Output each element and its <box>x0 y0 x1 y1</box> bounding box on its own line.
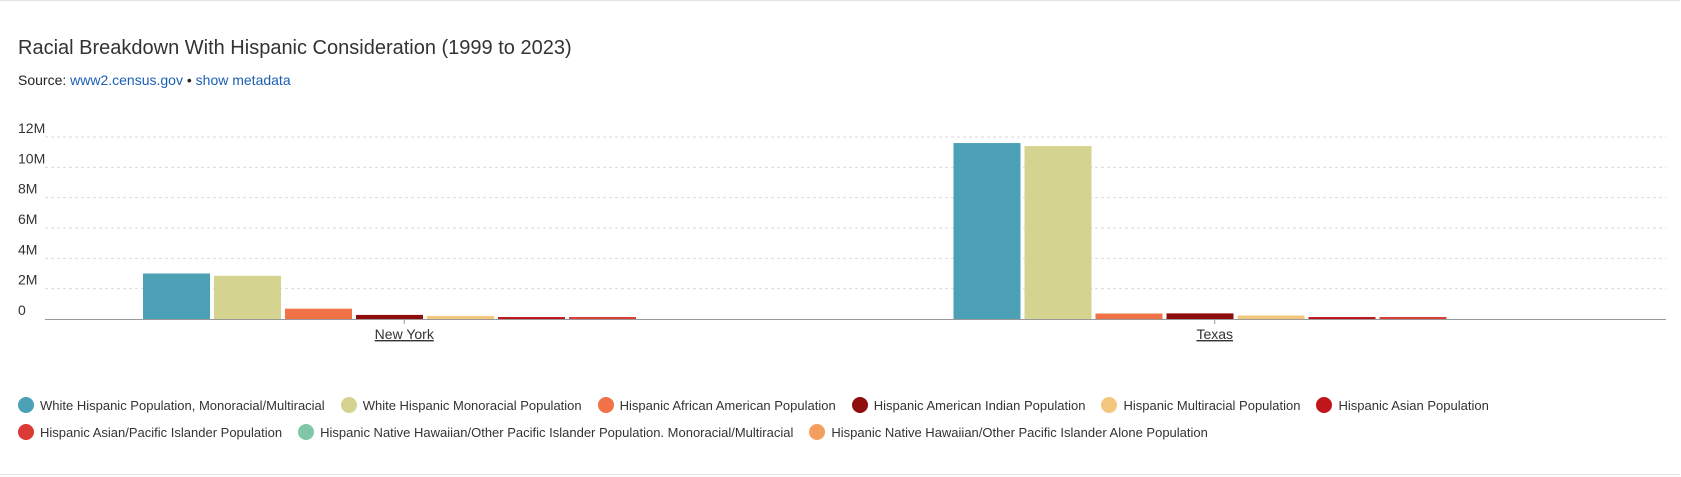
legend-label: Hispanic Native Hawaiian/Other Pacific I… <box>320 424 794 440</box>
legend-swatch <box>18 397 34 413</box>
source-label: Source: <box>18 72 67 88</box>
legend-swatch <box>809 424 826 440</box>
bar-texas-5[interactable] <box>1308 317 1376 319</box>
x-tick-label[interactable]: New York <box>375 326 435 342</box>
legend-item[interactable]: Hispanic Native Hawaiian/Other Pacific I… <box>298 423 793 441</box>
bar-new-york-6[interactable] <box>569 317 636 319</box>
legend-swatch <box>1101 397 1118 413</box>
legend-swatch <box>18 424 34 440</box>
legend-item[interactable]: White Hispanic Population, Monoracial/Mu… <box>18 396 325 414</box>
bar-new-york-3[interactable] <box>356 314 423 319</box>
chart-legend: White Hispanic Population, Monoracial/Mu… <box>18 396 1658 441</box>
legend-swatch <box>298 424 315 440</box>
legend-label: Hispanic Asian/Pacific Islander Populati… <box>40 424 283 440</box>
bar-texas-3[interactable] <box>1166 313 1234 319</box>
chart-title: Racial Breakdown With Hispanic Considera… <box>18 37 572 59</box>
bar-new-york-1[interactable] <box>214 275 281 319</box>
legend-swatch <box>340 397 357 413</box>
y-tick-label: 2M <box>18 272 37 288</box>
y-tick-label: 10M <box>18 150 45 166</box>
bar-texas-6[interactable] <box>1379 317 1447 319</box>
legend-swatch <box>1316 397 1333 413</box>
legend-label: White Hispanic Population, Monoracial/Mu… <box>40 397 325 413</box>
bar-chart: 0 2M 4M 6M 8M 10M 12M New York Texas <box>18 120 1666 342</box>
show-metadata-link[interactable]: show metadata <box>195 72 291 88</box>
legend-item[interactable]: Hispanic Native Hawaiian/Other Pacific I… <box>809 423 1208 441</box>
legend-item[interactable]: Hispanic Asian/Pacific Islander Populati… <box>18 423 282 441</box>
legend-item[interactable]: Hispanic African American Population <box>597 396 836 414</box>
bar-texas-4[interactable] <box>1237 315 1305 319</box>
x-tick-label[interactable]: Texas <box>1196 326 1233 342</box>
bar-new-york-2[interactable] <box>285 308 352 319</box>
bar-texas-1[interactable] <box>1024 146 1092 319</box>
y-tick-label: 12M <box>18 120 45 136</box>
legend-item[interactable]: White Hispanic Monoracial Population <box>340 396 582 414</box>
y-tick-label: 8M <box>18 181 37 197</box>
bar-new-york-0[interactable] <box>143 273 210 320</box>
legend-label: Hispanic American Indian Population <box>873 397 1086 413</box>
source-line: Source: www2.census.gov • show metadata <box>18 72 291 88</box>
source-separator: • <box>186 72 192 88</box>
bar-texas-0[interactable] <box>953 143 1021 319</box>
bar-new-york-5[interactable] <box>498 317 565 319</box>
legend-label: Hispanic Asian Population <box>1338 397 1489 413</box>
y-tick-label: 0 <box>18 302 26 318</box>
bar-texas-2[interactable] <box>1095 313 1163 319</box>
legend-label: Hispanic Native Hawaiian/Other Pacific I… <box>831 424 1208 440</box>
legend-label: Hispanic African American Population <box>619 397 836 413</box>
legend-swatch <box>597 397 614 413</box>
source-link[interactable]: www2.census.gov <box>70 72 183 88</box>
bar-new-york-4[interactable] <box>427 315 494 319</box>
legend-item[interactable]: Hispanic American Indian Population <box>851 396 1086 414</box>
legend-item[interactable]: Hispanic Asian Population <box>1316 396 1489 414</box>
legend-label: Hispanic Multiracial Population <box>1123 397 1301 413</box>
legend-swatch <box>851 397 868 413</box>
y-tick-label: 6M <box>18 211 37 227</box>
legend-item[interactable]: Hispanic Multiracial Population <box>1101 396 1300 414</box>
y-tick-label: 4M <box>18 241 37 257</box>
legend-label: White Hispanic Monoracial Population <box>362 397 582 413</box>
